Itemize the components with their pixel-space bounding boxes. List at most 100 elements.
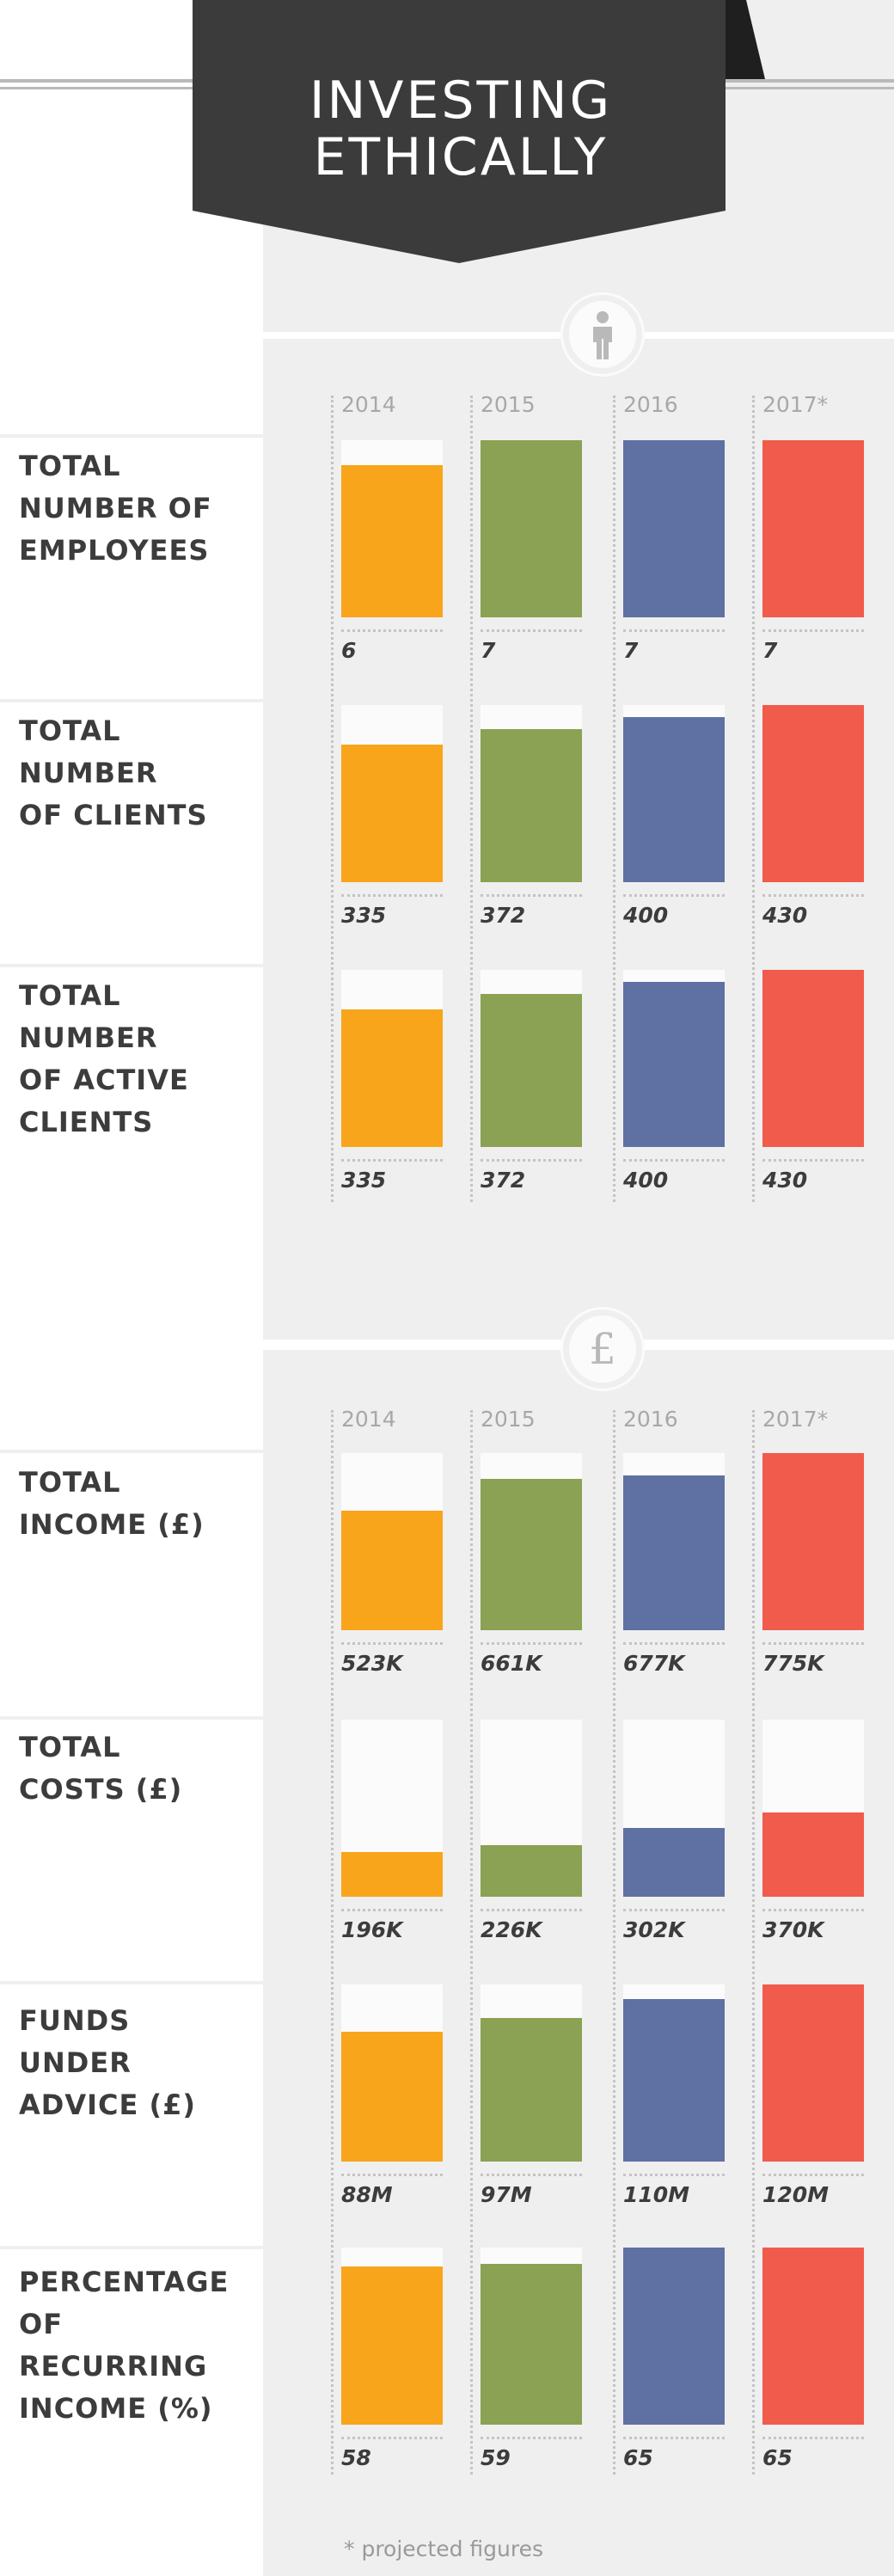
baseline-dots (341, 1159, 443, 1162)
label-funds-under-advice: FUNDS UNDER ADVICE (£) (19, 2004, 196, 2121)
label-total-costs: TOTAL COSTS (£) (19, 1731, 183, 1806)
column-guide (752, 396, 755, 1202)
column-guide (331, 1410, 334, 2475)
baseline-dots (623, 894, 725, 897)
baseline-dots (762, 2174, 864, 2176)
baseline-dots (341, 629, 443, 632)
title-line-1: INVESTING (309, 71, 613, 131)
baseline-dots (623, 1159, 725, 1162)
baseline-dots (762, 629, 864, 632)
title-banner (193, 0, 765, 263)
bar-2014 (341, 2032, 443, 2162)
data-label: 372 (481, 903, 526, 928)
pound-icon: £ (589, 1324, 616, 1374)
footnote: * projected figures (344, 2536, 544, 2561)
baseline-dots (623, 2437, 725, 2439)
bar-2014 (341, 745, 443, 882)
data-label: 65 (762, 2445, 793, 2470)
bar-2016 (623, 2248, 725, 2425)
bar-2017 (762, 1453, 864, 1630)
baseline-dots (762, 2437, 864, 2439)
data-label: 59 (481, 2445, 511, 2470)
finance-icon-badge: £ (560, 1307, 645, 1391)
data-label: 372 (481, 1168, 526, 1193)
data-label: 226K (481, 1917, 542, 1942)
baseline-dots (481, 1159, 582, 1162)
baseline-dots (481, 1909, 582, 1911)
data-label: 7 (481, 638, 496, 663)
bar-2014 (341, 2266, 443, 2425)
data-label: 661K (481, 1651, 542, 1676)
data-label: 400 (623, 903, 669, 928)
data-label: 400 (623, 1168, 669, 1193)
bar-2016 (623, 982, 725, 1147)
svg-text:£: £ (589, 1324, 616, 1374)
year-label: 2016 (623, 1407, 678, 1432)
bar-2015 (481, 994, 582, 1147)
data-label: 7 (623, 638, 639, 663)
bar-2014 (341, 1852, 443, 1897)
row-divider (0, 699, 263, 702)
bar-2016 (623, 440, 725, 617)
data-label: 110M (623, 2182, 690, 2207)
column-guide (613, 1410, 615, 2475)
label-total-clients: TOTAL NUMBER OF CLIENTS (19, 715, 208, 831)
baseline-dots (481, 629, 582, 632)
row-divider (0, 1981, 263, 1984)
data-label: 6 (341, 638, 357, 663)
data-label: 58 (341, 2445, 371, 2470)
data-label: 65 (623, 2445, 653, 2470)
data-label: 88M (341, 2182, 393, 2207)
baseline-dots (481, 2174, 582, 2176)
title-line-2: ETHICALLY (313, 127, 609, 187)
year-label: 2017* (762, 1407, 829, 1432)
page-title: INVESTING ETHICALLY (263, 72, 658, 186)
year-label: 2017* (762, 392, 829, 417)
bar-2016 (623, 1475, 725, 1630)
baseline-dots (341, 894, 443, 897)
label-recurring-income: PERCENTAGE OF RECURRING INCOME (%) (19, 2266, 230, 2425)
data-label: 7 (762, 638, 778, 663)
bar-2015 (481, 1845, 582, 1897)
finance-icon-inner: £ (569, 1316, 636, 1383)
column-guide (470, 396, 473, 1202)
bar-2017 (762, 1984, 864, 2162)
row-divider (0, 2246, 263, 2249)
bar-2014 (341, 1009, 443, 1147)
baseline-dots (341, 2174, 443, 2176)
year-label: 2016 (623, 392, 678, 417)
person-icon (593, 311, 612, 359)
bar-2015 (481, 1479, 582, 1630)
baseline-dots (481, 1642, 582, 1645)
people-icon-inner (569, 301, 636, 368)
column-guide (752, 1410, 755, 2475)
bar-2015 (481, 729, 582, 882)
data-label: 302K (623, 1917, 685, 1942)
data-label: 430 (762, 903, 808, 928)
bar-2014 (341, 465, 443, 617)
row-divider (0, 1450, 263, 1453)
baseline-dots (762, 1642, 864, 1645)
column-guide (470, 1410, 473, 2475)
baseline-dots (623, 629, 725, 632)
label-total-employees: TOTAL NUMBER OF EMPLOYEES (19, 450, 212, 567)
baseline-dots (481, 894, 582, 897)
label-total-income: TOTAL INCOME (£) (19, 1466, 205, 1541)
column-guide (331, 396, 334, 1202)
data-label: 335 (341, 903, 387, 928)
baseline-dots (341, 1909, 443, 1911)
data-label: 775K (762, 1651, 824, 1676)
bar-2017 (762, 970, 864, 1147)
column-guide (613, 396, 615, 1202)
year-label: 2015 (481, 392, 536, 417)
year-label: 2014 (341, 392, 396, 417)
data-label: 677K (623, 1651, 685, 1676)
baseline-dots (341, 1642, 443, 1645)
bar-2016 (623, 717, 725, 882)
bar-2015 (481, 2018, 582, 2162)
baseline-dots (762, 1909, 864, 1911)
bar-2017 (762, 705, 864, 882)
bar-2017 (762, 440, 864, 617)
row-divider (0, 964, 263, 967)
